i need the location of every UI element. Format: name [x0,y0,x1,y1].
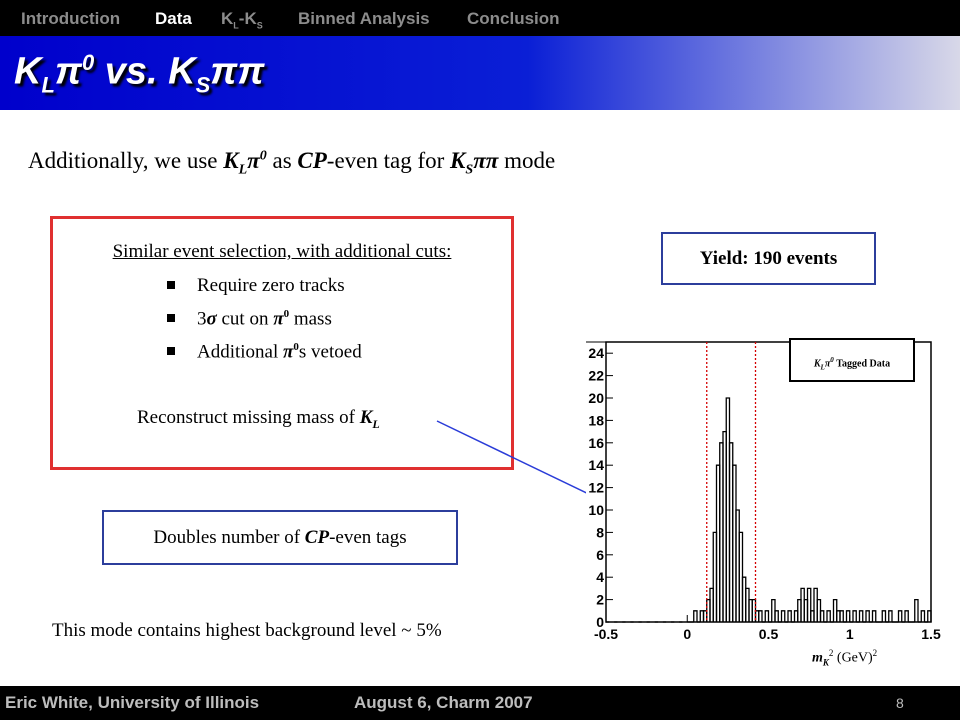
nav-introduction[interactable]: Introduction [21,9,121,28]
y-tick-label-0: 0 [596,614,604,630]
footer: Eric White, University of Illinois Augus… [0,686,960,720]
y-tick-label-22: 22 [588,368,604,384]
y-tick-label-2: 2 [596,592,604,608]
histogram-bin-65 [865,610,870,622]
histogram-bin-47 [806,587,812,622]
bullet-marker [167,313,175,322]
x-tick-label-1.5: 1.5 [921,626,941,642]
background-note: This mode contains highest background le… [52,620,442,641]
bullet-pi0-veto: Additional π0s vetoed [167,341,362,363]
bullet-pi0-mass-cut: 3σ cut on π0 mass [167,308,332,330]
bullet-marker [167,346,175,355]
y-tick-label-20: 20 [588,390,604,406]
y-tick-label-4: 4 [596,569,604,585]
histogram-bin-61 [852,610,857,622]
y-tick-label-8: 8 [596,524,604,540]
histogram-bin-63 [858,610,864,622]
selection-box: Similar event selection, with additional… [50,216,514,470]
histogram-bin-51 [819,610,825,622]
y-tick-label-10: 10 [588,502,604,518]
nav-kl-ks[interactable]: KL-KS [221,9,263,31]
slide-title: KLπ0 vs. KSππ [14,50,265,98]
lead-sentence: Additionally, we use KLπ0 as CP-even tag… [28,148,556,178]
y-tick-label-14: 14 [588,457,604,473]
histogram-bin-37 [774,610,779,622]
x-tick-label--0.5: -0.5 [594,626,618,642]
nav-data[interactable]: Data [155,9,192,28]
x-axis-label: mK2 (GeV)2 [812,648,878,668]
x-tick-label-0: 0 [683,626,691,642]
bullet-zero-tracks: Require zero tracks [167,275,345,297]
histogram-bin-80 [914,598,919,622]
y-tick-label-16: 16 [588,435,604,451]
histogram-bin-53 [826,610,831,622]
histogram-bin-75 [897,610,903,622]
top-navigation: Introduction Data KL-KS Binned Analysis … [0,0,960,36]
y-tick-label-6: 6 [596,547,604,563]
histogram-bin-82 [920,610,926,622]
histogram-bin-70 [881,610,887,622]
y-tick-label-18: 18 [588,412,604,428]
histogram-bin-32 [758,610,763,622]
histogram-legend: KLπ0 Tagged Data [789,338,915,382]
histogram-bin-77 [904,610,909,622]
nav-conclusion[interactable]: Conclusion [467,9,560,28]
histogram-bin-67 [871,610,877,622]
nav-binned-analysis[interactable]: Binned Analysis [298,9,430,28]
cp-even-tags-box: Doubles number of CP-even tags [102,510,458,565]
bullet-marker [167,280,175,289]
histogram-bin-39 [780,610,786,622]
histogram-bin-57 [839,610,844,622]
histogram-bin-72 [888,610,893,622]
reconstruct-note: Reconstruct missing mass of KL [137,407,380,431]
footer-author: Eric White, University of Illinois [5,693,260,712]
title-bar: KLπ0 vs. KSππ [0,36,960,110]
x-tick-label-1: 1 [846,626,854,642]
footer-date: August 6, Charm 2007 [354,693,533,712]
y-tick-label-12: 12 [588,480,604,496]
page-number: 8 [896,695,904,711]
selection-heading: Similar event selection, with additional… [112,241,452,262]
x-tick-label-0.5: 0.5 [759,626,779,642]
histogram-bin-12 [693,610,698,622]
y-tick-label-24: 24 [588,345,604,361]
histogram-bin-41 [787,610,792,622]
yield-box: Yield: 190 events [661,232,876,285]
